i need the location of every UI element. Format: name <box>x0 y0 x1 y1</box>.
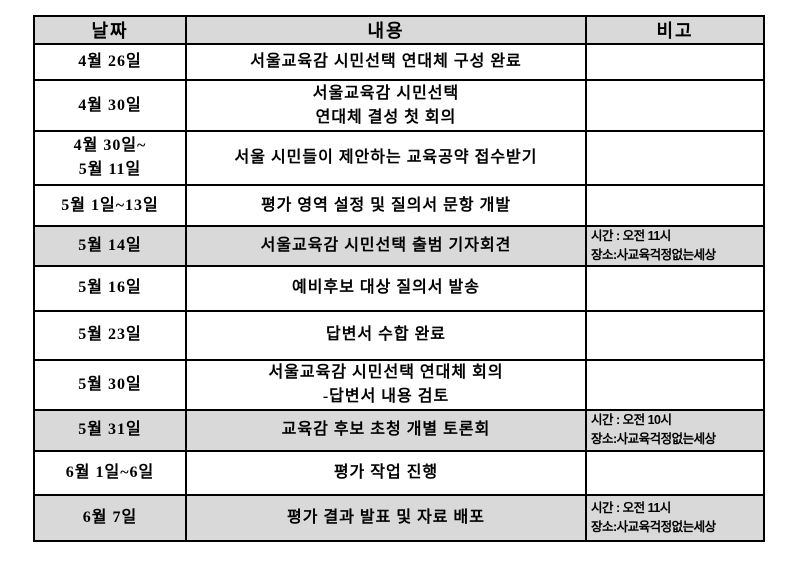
content-cell: 평가 결과 발표 및 자료 배포 <box>185 493 587 542</box>
content-cell-line: 답변서 수합 완료 <box>325 326 447 343</box>
content-cell-line: 평가 결과 발표 및 자료 배포 <box>287 508 485 526</box>
date-cell-line: 6월 1일~6일 <box>65 463 155 481</box>
content-cell-line: 서울교육감 시민선택 연대체 구성 완료 <box>250 53 522 70</box>
table-row: 6월 1일~6일 평가 작업 진행 <box>33 449 765 496</box>
content-cell-line: 서울교육감 시민선택 <box>312 84 460 102</box>
date-cell-line: 5월 16일 <box>78 279 142 296</box>
date-cell: 6월 1일~6일 <box>33 449 187 496</box>
date-cell-line: 6월 7일 <box>82 508 138 526</box>
content-cell: 서울 시민들이 제안하는 교육공약 접수받기 <box>185 130 587 186</box>
header-cell-date: 날짜 <box>33 15 187 45</box>
date-cell: 5월 23일 <box>33 309 187 361</box>
date-cell-line: 5월 14일 <box>78 236 142 254</box>
date-cell: 5월 30일 <box>33 358 187 411</box>
content-cell-line: 교육감 후보 초청 개별 토론회 <box>281 421 491 438</box>
header-cell-content: 내용 <box>185 15 587 45</box>
content-cell-line: 서울교육감 시민선택 연대체 회의 <box>268 363 504 381</box>
content-cell-line: 평가 영역 설정 및 질의서 문항 개발 <box>260 196 512 214</box>
note-cell-line: 시간 : 오전 11시 <box>591 229 671 243</box>
date-cell-line: 5월 11일 <box>78 161 142 178</box>
note-cell-line: 시간 : 오전 10시 <box>591 413 672 428</box>
note-cell <box>585 449 765 496</box>
content-cell: 평가 영역 설정 및 질의서 문항 개발 <box>185 184 587 227</box>
date-cell: 4월 30일~ 5월 11일 <box>33 130 187 186</box>
table-row: 5월 23일 답변서 수합 완료 <box>33 309 765 361</box>
table-row: 5월 30일 서울교육감 시민선택 연대체 회의 -답변서 내용 검토 <box>33 358 765 411</box>
note-cell <box>585 130 765 186</box>
header-row: 날짜 내용 비고 <box>33 15 765 45</box>
note-cell <box>585 43 765 81</box>
note-cell <box>585 309 765 361</box>
table-row: 4월 26일 서울교육감 시민선택 연대체 구성 완료 <box>33 43 765 81</box>
date-cell-line: 5월 1일~13일 <box>61 196 159 214</box>
table-header: 날짜 내용 비고 <box>33 15 765 45</box>
table-body: 4월 26일 서울교육감 시민선택 연대체 구성 완료 4월 30일 서울교육감 시민… <box>33 43 765 542</box>
content-cell: 서울교육감 시민선택 연대체 구성 완료 <box>185 43 587 81</box>
note-cell-line: 장소:사교육걱정없는세상 <box>591 432 716 446</box>
date-cell: 4월 30일 <box>33 79 187 132</box>
date-cell-line: 4월 30일~ <box>73 137 147 154</box>
date-cell: 4월 26일 <box>33 43 187 81</box>
content-cell-line: 연대체 결성 첫 회의 <box>315 108 457 126</box>
date-cell: 5월 31일 <box>33 408 187 452</box>
schedule-table: 날짜 내용 비고 4월 26일 서울교육감 시민선택 연대체 구성 완료 4월 30… <box>33 15 765 542</box>
table-row: 5월 16일 예비후보 대상 질의서 발송 <box>33 264 765 312</box>
content-cell-line: 평가 작업 진행 <box>333 463 439 481</box>
note-cell-line: 장소:사교육걱정없는세상 <box>591 247 716 262</box>
date-cell-line: 4월 30일 <box>78 96 142 114</box>
note-cell <box>585 358 765 411</box>
note-cell-line: 시간 : 오전 11시 <box>591 500 671 515</box>
date-cell: 5월 14일 <box>33 225 187 267</box>
content-cell: 서울교육감 시민선택 연대체 회의 -답변서 내용 검토 <box>185 358 587 411</box>
content-cell-line: 서울교육감 시민선택 출범 기자회견 <box>260 236 512 254</box>
note-cell <box>585 264 765 312</box>
date-cell: 6월 7일 <box>33 493 187 542</box>
table-row: 4월 30일~ 5월 11일 서울 시민들이 제안하는 교육공약 접수받기 <box>33 130 765 186</box>
date-cell-line: 5월 31일 <box>78 421 142 438</box>
note-cell-line: 장소:사교육걱정없는세상 <box>591 519 716 534</box>
header-cell-note: 비고 <box>585 15 765 45</box>
date-cell-line: 5월 30일 <box>78 375 142 393</box>
table-row: 5월 1일~13일 평가 영역 설정 및 질의서 문항 개발 <box>33 184 765 227</box>
date-cell-line: 5월 23일 <box>78 326 142 343</box>
date-cell: 5월 16일 <box>33 264 187 312</box>
content-cell-line: 예비후보 대상 질의서 발송 <box>292 279 480 296</box>
date-cell: 5월 1일~13일 <box>33 184 187 227</box>
content-cell-line: -답변서 내용 검토 <box>322 387 450 405</box>
date-cell-line: 4월 26일 <box>78 53 142 70</box>
content-cell: 답변서 수합 완료 <box>185 309 587 361</box>
note-cell <box>585 79 765 132</box>
content-cell: 교육감 후보 초청 개별 토론회 <box>185 408 587 452</box>
content-cell: 서울교육감 시민선택 출범 기자회견 <box>185 225 587 267</box>
content-cell: 예비후보 대상 질의서 발송 <box>185 264 587 312</box>
content-cell-line: 서울 시민들이 제안하는 교육공약 접수받기 <box>234 149 538 166</box>
content-cell: 평가 작업 진행 <box>185 449 587 496</box>
note-cell <box>585 184 765 227</box>
